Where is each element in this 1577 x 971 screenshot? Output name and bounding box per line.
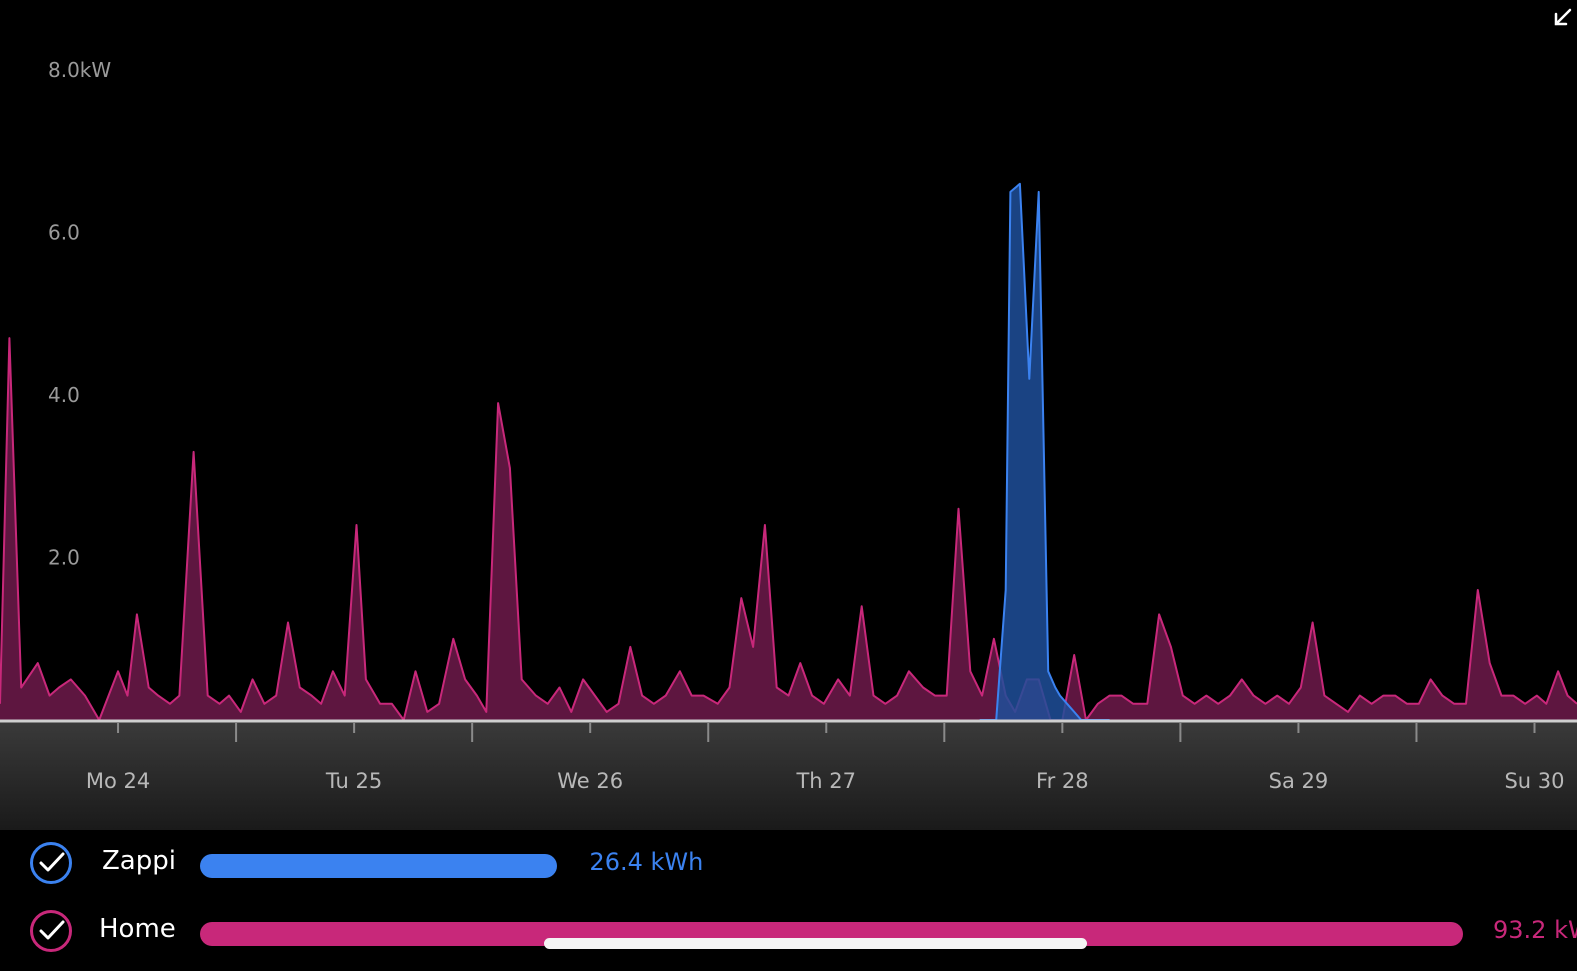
zappi-area: [979, 183, 1110, 721]
checkmark-icon: [39, 852, 65, 872]
y-tick-label: 2.0: [48, 546, 80, 570]
home-area: [0, 338, 1577, 720]
y-tick-label: 6.0: [48, 221, 80, 245]
home-line: [0, 337, 1577, 721]
collapse-arrow-icon[interactable]: [1548, 4, 1576, 32]
zappi-label: Zappi: [102, 846, 176, 876]
zappi-toggle-checkbox[interactable]: [30, 842, 72, 884]
y-tick-label: 4.0: [48, 383, 80, 407]
y-tick-label: 8.0kW: [48, 58, 111, 82]
x-tick-label: Su 30: [1504, 769, 1564, 793]
x-tick-label: Fr 28: [1036, 769, 1089, 793]
axis-band: [0, 722, 1577, 830]
x-tick-label: Sa 29: [1269, 769, 1329, 793]
home-indicator-bar[interactable]: [544, 938, 1087, 949]
zappi-energy-bar: [200, 854, 558, 878]
home-label: Home: [99, 914, 176, 944]
legend-row-home: Home 93.2 kWh: [0, 902, 1577, 962]
checkmark-icon: [39, 920, 65, 940]
energy-chart: 8.0kW 6.0 4.0 2.0 Mo 24 Tu 25 We 26 Th 27 Fr 28…: [0, 58, 1577, 830]
home-toggle-checkbox[interactable]: [30, 910, 72, 952]
legend-row-zappi: Zappi 26.4 kWh: [0, 834, 1577, 894]
x-tick-label: We 26: [557, 769, 623, 793]
zappi-energy-value: 26.4 kWh: [589, 848, 704, 876]
home-energy-value: 93.2 kWh: [1493, 916, 1577, 944]
x-tick-label: Th 27: [795, 769, 856, 793]
x-tick-label: Tu 25: [325, 769, 382, 793]
x-tick-label: Mo 24: [86, 769, 150, 793]
